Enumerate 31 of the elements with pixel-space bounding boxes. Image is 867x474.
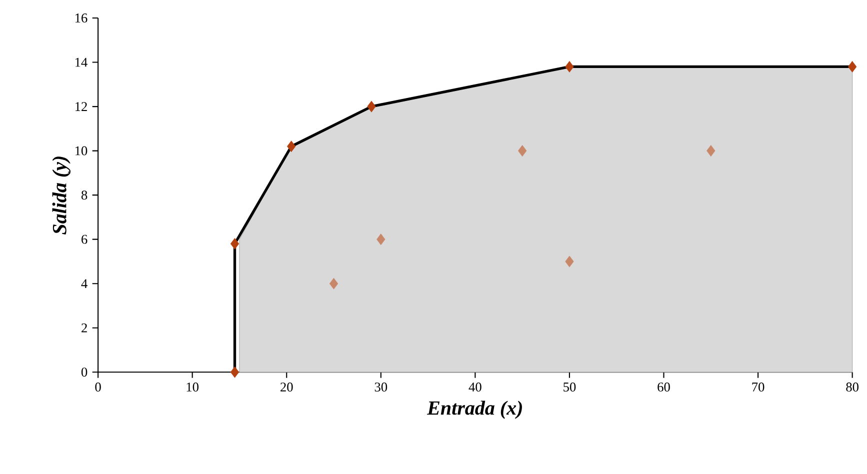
y-tick-label: 2: [82, 323, 87, 332]
x-tick-label: 50: [564, 382, 576, 392]
point: [230, 366, 240, 378]
point: [367, 100, 376, 112]
y-tick-label: 14: [75, 58, 88, 67]
y-tick-label: 8: [81, 190, 88, 200]
point: [518, 145, 527, 156]
point: [565, 61, 574, 72]
y-tick-label: 4: [81, 279, 88, 288]
point: [706, 145, 716, 156]
point: [376, 234, 386, 245]
x-tick-label: 80: [846, 382, 858, 392]
point: [848, 61, 857, 72]
y-axis-title: Salida (y): [52, 156, 70, 234]
y-tick-label: 16: [75, 13, 88, 22]
x-tick-label: 40: [468, 382, 482, 392]
y-tick-label: 6: [82, 234, 88, 244]
x-tick-label: 10: [186, 382, 198, 392]
y-tick-label: 12: [75, 102, 87, 111]
point: [287, 140, 296, 152]
x-axis-title: Entrada (x): [426, 400, 522, 419]
x-tick-label: 30: [374, 382, 388, 392]
y-tick-label: 0: [81, 368, 88, 377]
point: [565, 256, 574, 267]
x-tick-label: 0: [95, 382, 101, 392]
point: [329, 278, 338, 290]
x-tick-label: 20: [280, 382, 293, 392]
point: [230, 238, 240, 250]
x-tick-label: 70: [752, 382, 764, 392]
y-tick-label: 10: [75, 146, 88, 156]
x-tick-label: 60: [658, 382, 670, 392]
